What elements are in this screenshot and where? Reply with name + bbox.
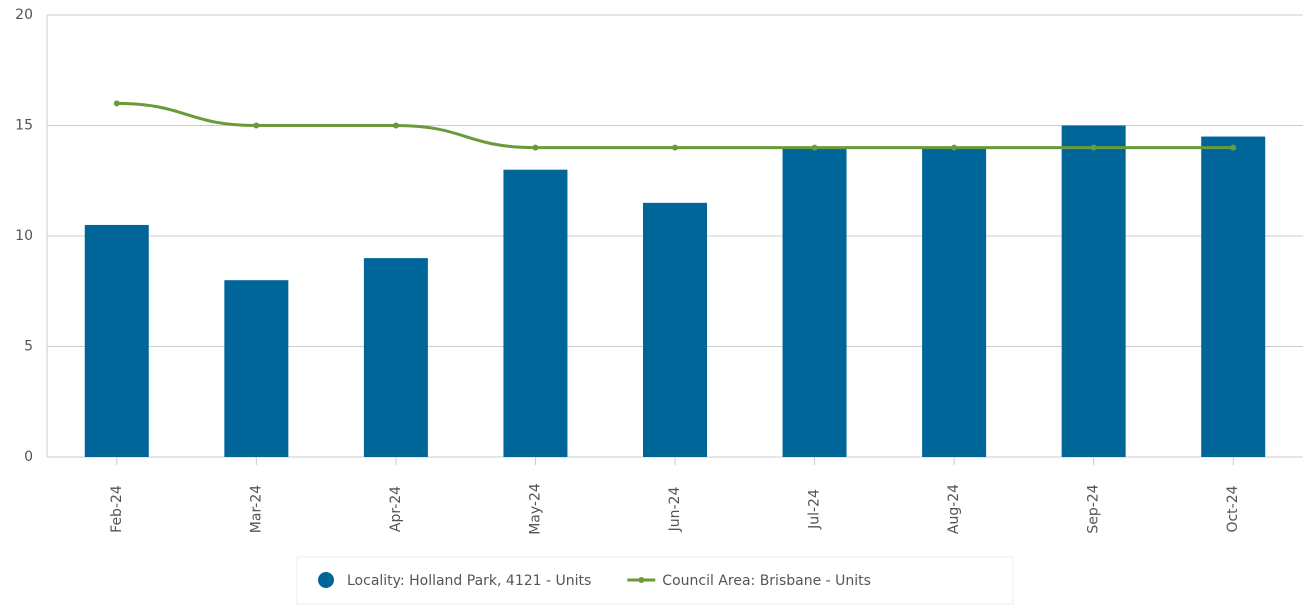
bar — [782, 147, 847, 457]
point — [253, 122, 260, 129]
bar — [643, 202, 707, 457]
y-tick-label: 20 — [15, 7, 33, 23]
bar — [1061, 125, 1126, 457]
point — [951, 144, 958, 151]
x-tick-label: Oct-24 — [1225, 485, 1241, 532]
y-tick-label: 15 — [15, 118, 33, 134]
x-tick-label: May-24 — [527, 483, 543, 535]
x-tick-label: Jun-24 — [667, 487, 683, 533]
bar — [503, 169, 568, 457]
y-tick-label: 5 — [24, 339, 33, 355]
bar — [224, 280, 289, 457]
point — [1230, 144, 1237, 151]
bar — [922, 147, 987, 457]
bar — [363, 258, 428, 457]
point — [113, 100, 120, 107]
y-tick-label: 0 — [24, 449, 33, 465]
x-tick-label: Mar-24 — [248, 485, 264, 533]
bar — [84, 224, 149, 457]
legend-swatch — [638, 577, 645, 583]
legend-label: Locality: Holland Park, 4121 - Units — [347, 573, 591, 589]
y-tick-label: 10 — [15, 228, 33, 244]
point — [672, 144, 678, 151]
x-tick-label: Aug-24 — [946, 484, 962, 534]
point — [1090, 144, 1097, 151]
legend-label: Council Area: Brisbane - Units — [662, 573, 871, 589]
point — [532, 144, 539, 151]
x-tick-label: Sep-24 — [1086, 484, 1102, 533]
x-tick-label: Jul-24 — [807, 489, 823, 530]
bar — [1201, 136, 1266, 458]
x-tick-label: Apr-24 — [388, 486, 404, 532]
point — [392, 122, 399, 129]
x-tick-label: Feb-24 — [109, 485, 125, 533]
legend-swatch — [318, 572, 334, 588]
point — [811, 144, 818, 151]
